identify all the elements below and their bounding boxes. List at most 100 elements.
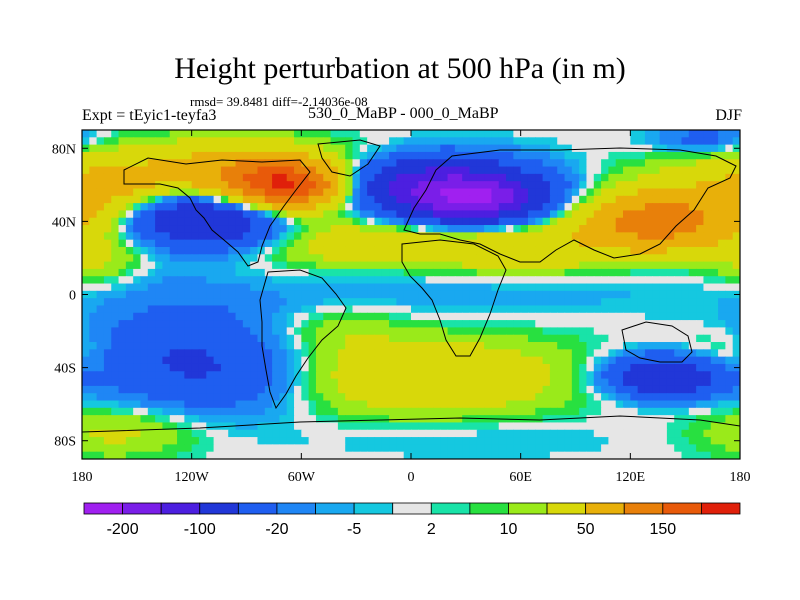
field-cell (323, 378, 332, 387)
field-cell (82, 188, 90, 197)
field-cell (374, 203, 383, 212)
field-cell (264, 437, 273, 445)
field-cell (652, 166, 661, 175)
field-cell (513, 407, 522, 416)
field-cell (432, 334, 441, 343)
field-cell (286, 144, 295, 153)
field-cell (666, 378, 675, 387)
field-cell (469, 298, 478, 307)
field-cell (630, 195, 639, 204)
field-cell (184, 246, 193, 255)
field-cell (732, 261, 740, 270)
field-cell (688, 261, 697, 270)
field-cell (549, 312, 558, 321)
field-cell (184, 385, 193, 394)
field-cell (272, 283, 280, 292)
field-cell (710, 246, 719, 255)
field-cell (535, 422, 544, 431)
field-cell (425, 137, 434, 146)
field-cell (725, 378, 734, 387)
field-cell (177, 407, 185, 416)
field-cell (403, 437, 412, 445)
field-cell (425, 225, 434, 233)
field-cell (666, 276, 675, 285)
field-cell (345, 246, 354, 255)
field-cell (103, 400, 112, 409)
field-cell (206, 356, 215, 365)
field-cell (520, 151, 529, 160)
field-cell (82, 349, 90, 358)
field-cell (213, 363, 222, 372)
field-cell (476, 444, 485, 453)
field-cell (491, 276, 500, 285)
field-cell (96, 422, 105, 431)
field-cell (184, 203, 193, 212)
field-cell (323, 254, 332, 263)
field-cell (228, 342, 237, 350)
field-cell (147, 159, 156, 168)
field-cell (367, 349, 376, 358)
field-cell (103, 137, 112, 146)
field-cell (374, 261, 383, 270)
field-cell (191, 342, 200, 350)
field-cell (352, 371, 361, 380)
field-cell (732, 342, 740, 350)
field-cell (323, 203, 332, 212)
field-cell (257, 451, 266, 459)
field-cell (549, 422, 558, 431)
field-cell (206, 298, 215, 307)
field-cell (520, 261, 529, 270)
field-cell (681, 400, 690, 409)
field-cell (527, 349, 536, 358)
field-cell (571, 320, 580, 328)
field-cell (264, 371, 273, 380)
field-cell (184, 195, 193, 204)
field-cell (308, 254, 317, 263)
field-cell (169, 137, 178, 146)
field-cell (155, 290, 164, 299)
field-cell (703, 181, 712, 190)
field-cell (206, 327, 215, 336)
field-cell (447, 173, 456, 182)
field-cell (250, 188, 259, 197)
field-cell (235, 422, 244, 431)
field-cell (425, 444, 434, 453)
field-cell (608, 130, 617, 138)
field-cell (381, 349, 390, 358)
field-cell (272, 268, 280, 277)
field-cell (374, 400, 383, 409)
field-cell (228, 188, 237, 197)
field-cell (133, 444, 142, 453)
field-cell (198, 298, 207, 307)
field-cell (674, 203, 683, 212)
field-cell (272, 422, 280, 431)
field-cell (688, 210, 697, 219)
field-cell (118, 407, 127, 416)
field-cell (542, 144, 551, 153)
field-cell (381, 151, 390, 160)
field-cell (644, 371, 653, 380)
field-cell (177, 320, 185, 328)
field-cell (235, 444, 244, 453)
field-cell (133, 232, 142, 241)
field-cell (542, 195, 551, 204)
field-cell (133, 225, 142, 233)
field-cell (103, 444, 112, 453)
field-cell (644, 254, 653, 263)
field-cell (688, 385, 697, 394)
field-cell (147, 378, 156, 387)
field-cell (220, 349, 229, 358)
field-cell (177, 312, 185, 321)
field-cell (169, 378, 178, 387)
field-cell (454, 407, 463, 416)
field-cell (571, 137, 580, 146)
field-cell (454, 385, 463, 394)
field-cell (125, 349, 134, 358)
field-cell (454, 305, 463, 314)
field-cell (250, 422, 259, 431)
field-cell (579, 166, 588, 175)
field-cell (652, 305, 661, 314)
field-cell (337, 371, 346, 380)
field-cell (549, 363, 558, 372)
field-cell (571, 166, 580, 175)
